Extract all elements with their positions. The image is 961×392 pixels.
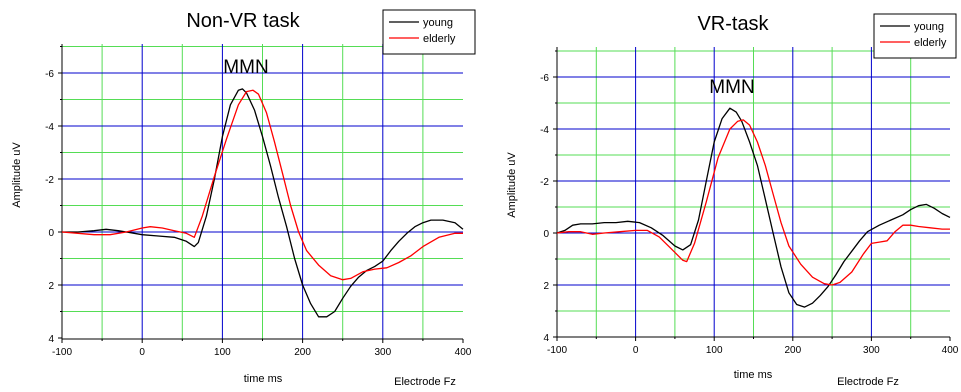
chart2-mmn-annotation: MMN xyxy=(709,77,754,98)
chart2-x-tick-label: 400 xyxy=(942,345,959,356)
chart2-x-tick-label: 300 xyxy=(863,345,880,356)
chart1-legend-label-young: young xyxy=(423,17,453,29)
chart2-series-elderly xyxy=(556,119,950,286)
chart1-y-tick-label: -6 xyxy=(45,69,54,80)
chart1-x-tick-label: 400 xyxy=(455,347,472,358)
chart2-legend-label-young: young xyxy=(914,21,944,33)
chart1-legend: young elderly xyxy=(382,9,476,55)
chart1: -100 0 100 200 300 400 -6 -4 -2 0 2 4 Non-VR task MMN… xyxy=(11,9,476,388)
chart1-y-tick-label: -2 xyxy=(45,175,54,186)
chart2-x-tick-label: 200 xyxy=(784,345,801,356)
chart2: -100 0 100 200 300 400 -6 -4 -2 0 2 4 VR-task MMN Ampl… xyxy=(506,13,959,388)
chart2-y-tick-label: -2 xyxy=(540,177,549,188)
chart1-y-tick-label: -4 xyxy=(45,122,54,133)
chart1-y-tick-label: 2 xyxy=(48,281,54,292)
chart1-x-axis-label: time ms xyxy=(244,373,283,385)
chart1-y-axis-label: Amplitude uV xyxy=(11,142,23,208)
chart1-title: Non-VR task xyxy=(186,10,300,32)
chart2-electrode-label: Electrode Fz xyxy=(837,376,899,387)
chart2-legend: young elderly xyxy=(873,13,957,59)
chart2-y-tick-label: 4 xyxy=(543,333,549,344)
chart1-electrode-label: Electrode Fz xyxy=(394,376,456,387)
chart2-y-tick-label: 2 xyxy=(543,281,549,292)
chart1-x-tick-label: 0 xyxy=(139,347,145,358)
chart2-y-tick-label: -4 xyxy=(540,125,549,136)
chart2-x-tick-label: -100 xyxy=(547,345,567,356)
chart1-mmn-annotation: MMN xyxy=(223,57,268,78)
chart1-y-tick-label: 4 xyxy=(48,334,54,345)
chart1-x-tick-label: 200 xyxy=(294,347,311,358)
chart2-x-tick-label: 0 xyxy=(633,345,639,356)
chart1-legend-box xyxy=(382,9,476,55)
chart1-x-tick-label: -100 xyxy=(52,347,72,358)
chart2-legend-box xyxy=(873,13,957,59)
chart2-legend-label-elderly: elderly xyxy=(914,37,947,49)
chart2-y-tick-label: -6 xyxy=(540,73,549,84)
chart1-x-tick-label: 300 xyxy=(374,347,391,358)
chart1-series-young xyxy=(62,88,464,318)
chart1-y-tick-label: 0 xyxy=(48,228,54,239)
chart1-x-tick-label: 100 xyxy=(214,347,231,358)
chart2-y-tick-label: 0 xyxy=(543,229,549,240)
chart2-y-axis-label: Amplitude uV xyxy=(506,152,518,218)
chart2-series-young xyxy=(556,107,951,308)
chart2-x-tick-label: 100 xyxy=(706,345,723,356)
chart2-title: VR-task xyxy=(697,13,769,35)
chart1-series-elderly xyxy=(61,89,463,281)
chart1-legend-label-elderly: elderly xyxy=(423,33,456,45)
chart2-x-axis-label: time ms xyxy=(734,369,773,381)
